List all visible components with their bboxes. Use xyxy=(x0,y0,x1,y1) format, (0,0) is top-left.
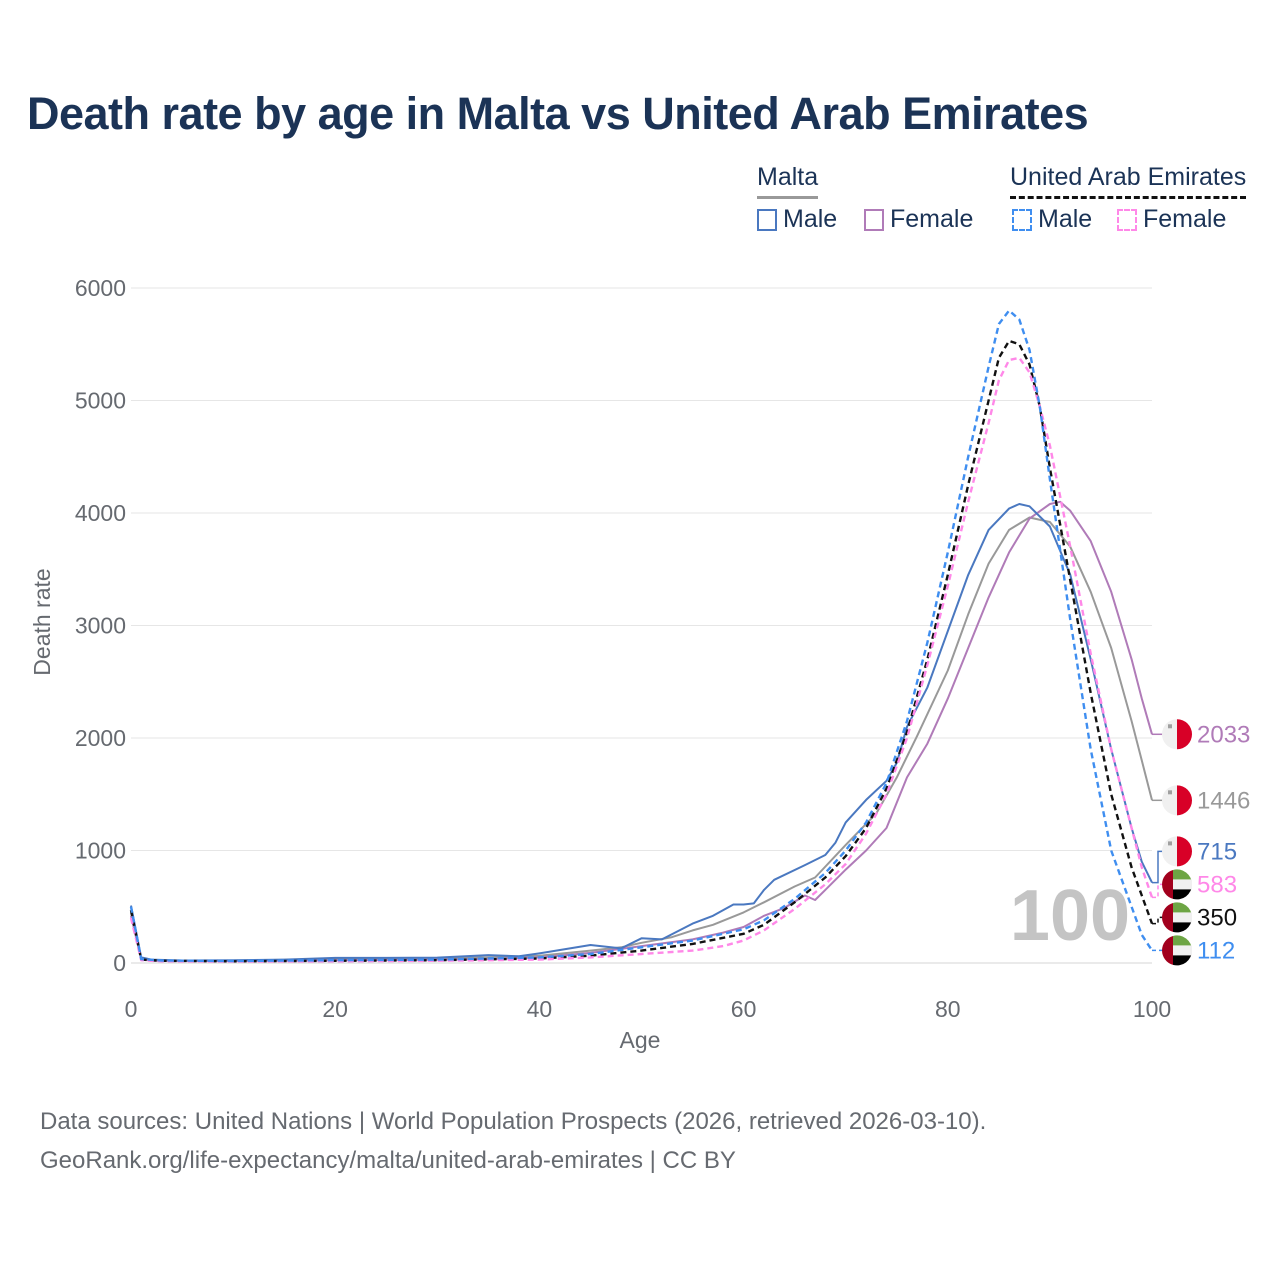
footer-attribution: GeoRank.org/life-expectancy/malta/united… xyxy=(40,1147,736,1174)
malta-george-cross-icon xyxy=(1168,790,1172,795)
series-line-malta_male[interactable] xyxy=(130,503,1153,962)
uae-flag-red-band xyxy=(1162,902,1173,932)
malta-flag-icon xyxy=(1162,719,1192,750)
legend-country-uae: United Arab Emirates xyxy=(1010,163,1247,199)
legend-swatch-uae-female xyxy=(1117,208,1137,231)
series-line-malta_female[interactable] xyxy=(130,500,1153,962)
y-tick-label: 2000 xyxy=(75,725,126,751)
malta-flag-white-half xyxy=(1162,785,1177,816)
end-value-label-malta_total: 1446 xyxy=(1197,787,1250,814)
legend-label-uae-male: Male xyxy=(1038,205,1093,233)
y-tick-label: 4000 xyxy=(75,500,126,526)
legend-country-malta: Malta xyxy=(757,163,819,199)
malta-george-cross-icon xyxy=(1168,724,1172,729)
y-tick-label: 0 xyxy=(113,950,126,976)
malta-george-cross-icon xyxy=(1168,841,1172,846)
legend-label-malta-female: Female xyxy=(890,205,974,233)
y-tick-label: 6000 xyxy=(75,275,126,301)
y-tick-label: 1000 xyxy=(75,838,126,864)
legend-swatch-malta-male xyxy=(757,208,777,231)
uae-flag-icon xyxy=(1162,869,1192,900)
series-lines xyxy=(129,309,1154,963)
malta-flag-red-half xyxy=(1177,785,1192,816)
legend-swatch-malta-female xyxy=(864,208,884,231)
y-axis-label: Death rate xyxy=(29,568,55,675)
x-tick-label: 80 xyxy=(935,996,961,1022)
legend-label-malta-male: Male xyxy=(783,205,838,233)
grid xyxy=(131,287,1152,964)
legend-country-uae-label: United Arab Emirates xyxy=(1010,163,1247,191)
end-connector-uae_total xyxy=(1152,916,1163,925)
x-tick-label: 40 xyxy=(527,996,553,1022)
y-tick-label: 3000 xyxy=(75,613,126,639)
series-line-uae_total[interactable] xyxy=(129,339,1154,963)
uae-flag-white-band xyxy=(1173,945,1192,956)
legend-label-uae-female: Female xyxy=(1143,205,1227,233)
malta-flag-red-half xyxy=(1177,719,1192,750)
series-line-uae_male[interactable] xyxy=(129,309,1154,963)
x-tick-label: 20 xyxy=(322,996,348,1022)
uae-flag-red-band xyxy=(1162,869,1173,899)
malta-flag-white-half xyxy=(1162,836,1177,867)
series-line-uae_female[interactable] xyxy=(129,356,1154,963)
malta-flag-white-half xyxy=(1162,719,1177,750)
y-axis-ticks: 0 1000 2000 3000 4000 5000 6000 xyxy=(75,275,126,976)
series-line-malta_total[interactable] xyxy=(130,516,1153,962)
end-connector-uae_female xyxy=(1152,883,1163,899)
end-value-label-uae_female: 583 xyxy=(1197,871,1237,898)
y-tick-label: 5000 xyxy=(75,388,126,414)
legend-item-malta-female[interactable]: Female xyxy=(864,205,973,234)
uae-flag-icon xyxy=(1162,935,1192,966)
end-value-label-malta_male: 715 xyxy=(1197,838,1237,865)
x-tick-label: 0 xyxy=(125,996,138,1022)
uae-flag-icon xyxy=(1162,902,1192,933)
legend-uae-underline xyxy=(1010,196,1247,199)
legend-item-malta-male[interactable]: Male xyxy=(757,205,837,234)
legend-swatch-uae-male xyxy=(1012,208,1032,231)
legend-item-uae-female[interactable]: Female xyxy=(1117,205,1226,234)
uae-flag-white-band xyxy=(1173,879,1192,890)
x-tick-label: 60 xyxy=(731,996,757,1022)
x-axis-label: Age xyxy=(620,1027,661,1053)
end-value-label-uae_total: 350 xyxy=(1197,904,1237,931)
malta-flag-icon xyxy=(1162,836,1192,867)
end-value-label-uae_male: 112 xyxy=(1197,937,1235,964)
malta-flag-red-half xyxy=(1177,836,1192,867)
legend-item-uae-male[interactable]: Male xyxy=(1012,205,1092,234)
end-markers: 1446 2033 715 350 583 112 xyxy=(1152,719,1250,966)
legend-country-malta-label: Malta xyxy=(757,163,819,191)
uae-flag-white-band xyxy=(1173,912,1192,923)
malta-flag-icon xyxy=(1162,785,1192,816)
end-connector-malta_male xyxy=(1152,850,1163,884)
legend-malta-underline xyxy=(757,196,819,199)
uae-flag-red-band xyxy=(1162,935,1173,965)
x-axis-ticks: 0 20 40 60 80 100 xyxy=(125,996,1172,1022)
age-slider-label: 100 xyxy=(1010,876,1130,956)
chart-title: Death rate by age in Malta vs United Ara… xyxy=(27,88,1089,139)
footer-sources: Data sources: United Nations | World Pop… xyxy=(40,1108,987,1135)
x-tick-label: 100 xyxy=(1133,996,1171,1022)
end-value-label-malta_female: 2033 xyxy=(1197,721,1250,748)
